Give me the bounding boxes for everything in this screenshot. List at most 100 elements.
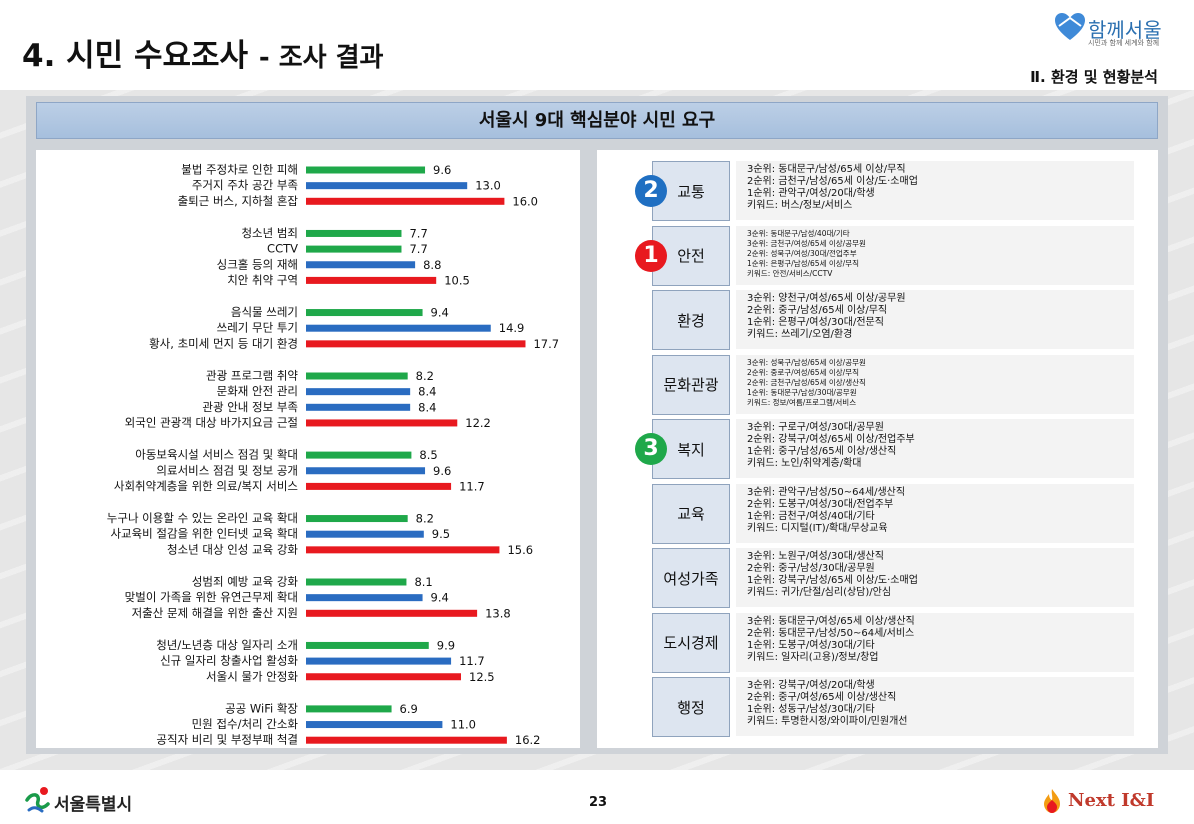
category-detail-line: 3순위: 금천구/여성/65세 이상/공무원 (747, 238, 866, 248)
bar (306, 182, 468, 190)
bar (306, 245, 402, 253)
category-detail-line: 키워드: 안전/서비스/CCTV (747, 269, 833, 279)
bar-label: 민원 접수/처리 간소화 (192, 717, 299, 731)
bar-value-label: 11.7 (459, 479, 485, 493)
bar (306, 372, 408, 380)
category-detail-line: 1순위: 동대문구/남성/30대/공무원 (747, 388, 857, 398)
bar (306, 673, 461, 681)
category-detail-line: 3순위: 동대문구/여성/65세 이상/생산직 (747, 615, 915, 627)
category-detail-line: 키워드: 쓰레기/오염/환경 (747, 329, 853, 340)
category-name: 여성가족 (652, 548, 730, 608)
bar-value-label: 9.9 (437, 638, 455, 652)
category-detail-line: 2순위: 동대문구/남성/50~64세/서비스 (747, 627, 915, 639)
category-details: 3순위: 동대문구/남성/65세 이상/무직 2순위: 금천구/남성/65세 이상… (736, 161, 1134, 221)
category-details: 3순위: 동대문구/남성/40대/기타 3순위: 금천구/여성/65세 이상/공무… (736, 225, 1134, 286)
heart-logo-icon (1055, 13, 1085, 40)
bar-value-label: 9.5 (432, 527, 450, 541)
category-name: 도시경제 (652, 612, 730, 673)
bar-label: 주거지 주차 공간 부족 (192, 178, 298, 192)
category-detail-line: 1순위: 중구/남성/65세 이상/생산직 (747, 446, 897, 457)
bar (306, 482, 452, 490)
bar-value-label: 8.5 (419, 448, 437, 462)
category-detail-line: 1순위: 도봉구/여성/30대/기타 (747, 639, 875, 651)
next-ini-logo: Next I&I (1040, 788, 1170, 814)
category-detail-line: 1순위: 관악구/여성/20대/학생 (747, 188, 875, 199)
category-name: 행정 (652, 677, 730, 737)
bar-value-label: 7.7 (409, 242, 427, 256)
bar-value-label: 8.4 (418, 385, 436, 399)
category-detail-line: 1순위: 금천구/여성/40대/기타 (747, 510, 875, 522)
category-name: 교육 (652, 483, 730, 544)
category-detail-line: 키워드: 투명한시정/와이파이/민원개선 (747, 716, 908, 727)
bar-value-label: 6.9 (400, 702, 418, 716)
category-details: 3순위: 강북구/여성/20대/학생 2순위: 중구/여성/65세 이상/생산직 1… (736, 677, 1134, 737)
bar (306, 721, 443, 729)
bar (306, 530, 424, 538)
category-detail-line: 키워드: 정보/여름/프로그램/서비스 (747, 398, 857, 408)
bar-label: 성범죄 예방 교육 강화 (192, 575, 299, 589)
bar-value-label: 8.1 (414, 575, 432, 589)
bar-value-label: 10.5 (444, 273, 470, 287)
category-detail-line: 2순위: 중구/남성/65세 이상/무직 (747, 305, 888, 316)
bar (306, 197, 505, 205)
bar-label: 불법 주정차로 인한 피해 (181, 163, 298, 177)
category-detail-line: 3순위: 양천구/여성/65세 이상/공무원 (747, 293, 906, 304)
bar (306, 451, 412, 459)
bar (306, 229, 402, 237)
page-title: 4. 시민 수요조사 - 조사 결과 (22, 30, 383, 75)
bar-label: 황사, 초미세 먼지 등 대기 환경 (149, 336, 298, 350)
bar-label: 싱크홀 등의 재해 (217, 257, 298, 271)
category-details: 3순위: 성북구/남성/65세 이상/공무원 2순위: 중로구/여성/65세 이상… (736, 354, 1134, 415)
category-detail-line: 3순위: 동대문구/남성/65세 이상/무직 (747, 164, 906, 175)
bar (306, 340, 526, 348)
bar-value-label: 17.7 (533, 337, 559, 351)
rank-badge: 1 (635, 239, 667, 272)
bar-label: 아동보육시설 서비스 점검 및 확대 (135, 448, 298, 462)
category-detail-line: 1순위: 은평구/남성/65세 이상/무직 (747, 259, 859, 269)
logo-name: 함께서울 (1088, 18, 1162, 42)
bar (306, 403, 411, 411)
bar-value-label: 8.4 (418, 400, 436, 414)
bar (306, 705, 392, 713)
category-name: 문화관광 (652, 354, 730, 415)
category-details: 3순위: 동대문구/여성/65세 이상/생산직 2순위: 동대문구/남성/50~6… (736, 612, 1134, 673)
bar-label: 공직자 비리 및 부정부패 척결 (156, 733, 298, 747)
category-detail-line: 3순위: 동대문구/남성/40대/기타 (747, 228, 850, 238)
category-detail-line: 2순위: 강북구/여성/65세 이상/전업주부 (747, 434, 915, 445)
bar-label: 저출산 문제 해결을 위한 출산 지원 (132, 606, 298, 620)
category-detail-line: 키워드: 귀가/단절/심리(상담)/안심 (747, 587, 892, 598)
category-detail-line: 키워드: 버스/정보/서비스 (747, 200, 853, 211)
category-detail-line: 1순위: 은평구/여성/30대/전문직 (747, 317, 884, 328)
bar-label: 의료서비스 점검 및 정보 공개 (156, 463, 298, 477)
bar-value-label: 12.2 (465, 416, 491, 430)
category-details: 3순위: 관악구/남성/50~64세/생산직 2순위: 도봉구/여성/30대/전업… (736, 483, 1134, 544)
bar-value-label: 9.4 (431, 306, 449, 320)
bar (306, 166, 426, 174)
bar-value-label: 11.7 (459, 654, 485, 668)
category-details: 3순위: 양천구/여성/65세 이상/공무원 2순위: 중구/남성/65세 이상/… (736, 290, 1134, 350)
bar-label: 사회취약계층을 위한 의료/복지 서비스 (114, 479, 298, 493)
category-detail-line: 키워드: 디지털(IT)/확대/무상교육 (747, 522, 888, 534)
bar-label: 청소년 범죄 (241, 226, 298, 240)
bar-value-label: 14.9 (499, 321, 525, 335)
bar-label: 관광 안내 정보 부족 (202, 400, 298, 414)
bar-label: 음식물 쓰레기 (231, 305, 298, 319)
seoul-symbol-icon (25, 787, 50, 813)
bar-label: 공공 WiFi 확장 (225, 701, 298, 715)
category-detail-line: 2순위: 금천구/남성/65세 이상/도·소매업 (747, 176, 918, 187)
bar-value-label: 8.2 (416, 512, 434, 526)
category-detail-line: 키워드: 일자리(고용)/정보/창업 (747, 651, 879, 663)
page-title-main: 4. 시민 수요조사 (22, 38, 249, 74)
seoul-city-name: 서울특별시 (54, 795, 133, 815)
bar (306, 261, 416, 269)
bar-label: 외국인 관광객 대상 바가지요금 근절 (125, 415, 298, 429)
rank-badge: 3 (635, 433, 667, 465)
bar-label: 서울시 물가 안정화 (206, 669, 298, 683)
bar (306, 276, 437, 284)
bar (306, 324, 491, 332)
flame-logo-icon (1044, 789, 1060, 813)
page-title-sub: - 조사 결과 (258, 43, 384, 73)
bar-value-label: 9.6 (433, 163, 451, 177)
bar-value-label: 16.0 (512, 194, 538, 208)
category-detail-line: 1순위: 강북구/남성/65세 이상/도·소매업 (747, 575, 918, 586)
